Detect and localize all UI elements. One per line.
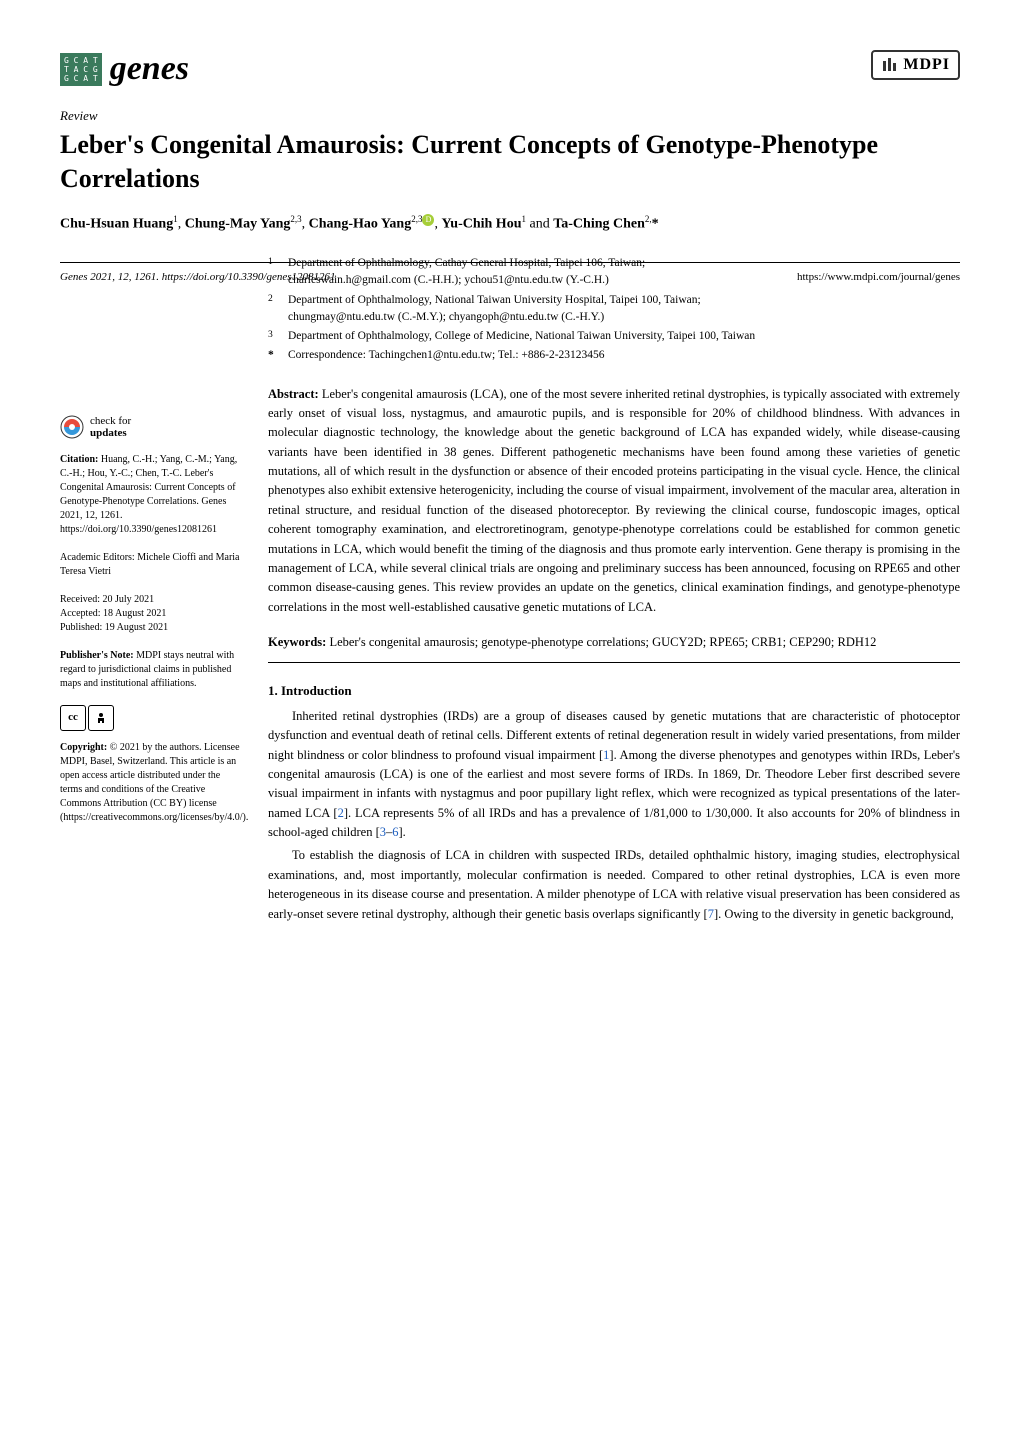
author: Chu-Hsuan Huang [60, 216, 173, 231]
main-column: 1 Department of Ophthalmology, Cathay Gen… [268, 255, 960, 928]
page-header: G C A T T A C G G C A T genes MDPI [60, 50, 960, 88]
author: Chung-May Yang [185, 216, 291, 231]
aff-text: Department of Ophthalmology, Cathay Gene… [288, 257, 645, 269]
journal-logo: G C A T T A C G G C A T genes [60, 50, 189, 88]
cc-license-badge[interactable]: cc [60, 705, 240, 731]
by-icon [88, 705, 114, 731]
editors-label: Academic Editors: [60, 552, 137, 563]
paper-title: Leber's Congenital Amaurosis: Current Co… [60, 128, 960, 196]
section-divider [268, 662, 960, 663]
abstract-text: Leber's congenital amaurosis (LCA), one … [268, 387, 960, 614]
publishers-note-block: Publisher's Note: MDPI stays neutral wit… [60, 649, 240, 691]
sidebar: check for updates Citation: Huang, C.-H.… [60, 255, 240, 928]
aff-number: 1 [268, 255, 278, 290]
abstract-block: Abstract: Leber's congenital amaurosis (… [268, 385, 960, 618]
keywords-text: Leber's congenital amaurosis; genotype-p… [326, 635, 876, 649]
body-text: Inherited retinal dystrophies (IRDs) are… [268, 707, 960, 924]
copyright-label: Copyright: [60, 742, 107, 753]
publisher-name: MDPI [903, 56, 950, 74]
author-aff: 2, [645, 214, 652, 224]
author: Ta-Ching Chen [553, 216, 645, 231]
abstract-label: Abstract: [268, 387, 319, 401]
authors-line: Chu-Hsuan Huang1, Chung-May Yang2,3, Cha… [60, 214, 960, 233]
aff-email: chungmay@ntu.edu.tw (C.-M.Y.); chyangoph… [288, 311, 604, 323]
citation-label: Citation: [60, 454, 98, 465]
gene-grid-row: G C A T [64, 56, 98, 65]
copyright-text: © 2021 by the authors. Licensee MDPI, Ba… [60, 742, 248, 823]
aff-star: * [268, 347, 278, 364]
editors-block: Academic Editors: Michele Cioffi and Mar… [60, 551, 240, 579]
orcid-icon[interactable]: D [422, 214, 434, 226]
paragraph: Inherited retinal dystrophies (IRDs) are… [268, 707, 960, 843]
check-updates-text: check for updates [90, 415, 131, 439]
publisher-logo: MDPI [871, 50, 960, 80]
copyright-block: Copyright: © 2021 by the authors. Licens… [60, 741, 240, 825]
section-heading: 1. Introduction [268, 683, 960, 699]
author-aff: 2,3 [290, 214, 301, 224]
paragraph: To establish the diagnosis of LCA in chi… [268, 846, 960, 924]
correspondence-text: Correspondence: Tachingchen1@ntu.edu.tw;… [288, 347, 605, 364]
author: Chang-Hao Yang [309, 216, 412, 231]
received-date: Received: 20 July 2021 [60, 593, 240, 607]
mdpi-icon [881, 56, 899, 74]
corresponding-star: * [652, 216, 659, 231]
author-aff: 2,3 [411, 214, 422, 224]
citation-text: Huang, C.-H.; Yang, C.-M.; Yang, C.-H.; … [60, 454, 237, 535]
aff-number: 2 [268, 292, 278, 327]
publishers-note-label: Publisher's Note: [60, 650, 134, 661]
accepted-date: Accepted: 18 August 2021 [60, 607, 240, 621]
affiliations-block: 1 Department of Ophthalmology, Cathay Gen… [268, 255, 960, 365]
aff-text: Department of Ophthalmology, National Ta… [288, 294, 701, 306]
aff-text: Department of Ophthalmology, College of … [288, 328, 755, 345]
gene-grid-icon: G C A T T A C G G C A T [60, 53, 102, 86]
journal-name: genes [110, 50, 189, 88]
cc-icon: cc [60, 705, 86, 731]
check-updates-badge[interactable]: check for updates [60, 415, 240, 439]
gene-grid-row: T A C G [64, 65, 98, 74]
aff-number: 3 [268, 328, 278, 345]
author: Yu-Chih Hou [441, 216, 521, 231]
citation-block: Citation: Huang, C.-H.; Yang, C.-M.; Yan… [60, 453, 240, 537]
gene-grid-row: G C A T [64, 74, 98, 83]
published-date: Published: 19 August 2021 [60, 621, 240, 635]
dates-block: Received: 20 July 2021 Accepted: 18 Augu… [60, 593, 240, 635]
keywords-label: Keywords: [268, 635, 326, 649]
check-updates-icon [60, 415, 84, 439]
keywords-block: Keywords: Leber's congenital amaurosis; … [268, 633, 960, 652]
article-type: Review [60, 108, 960, 124]
aff-email: charleswain.h@gmail.com (C.-H.H.); ychou… [288, 274, 609, 286]
